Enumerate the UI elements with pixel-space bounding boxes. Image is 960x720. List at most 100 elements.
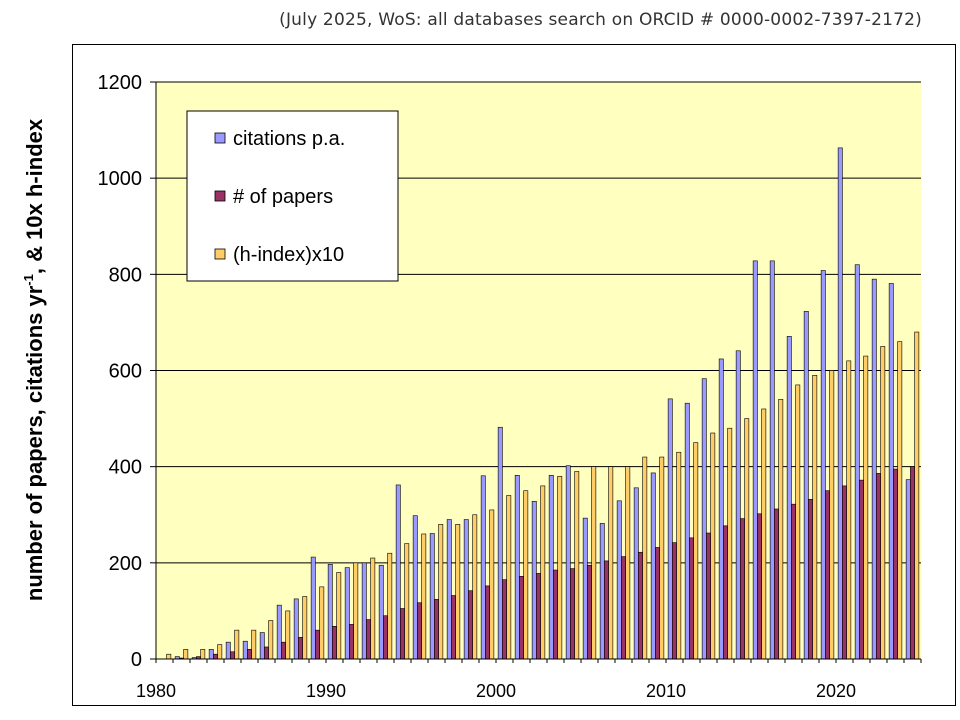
bar-papers [451,595,456,660]
bar-hindex [795,384,801,660]
bar-papers [536,573,541,660]
bar-hindex [625,466,631,660]
x-tick-label: 2010 [646,681,686,701]
bar-papers [791,503,796,660]
y-axis-label-tail: , & 10x h-index [22,118,47,274]
bar-papers [706,532,711,660]
bar-hindex [778,399,784,660]
bar-citations [769,260,775,660]
bar-citations [718,358,724,660]
bar-hindex [897,341,903,660]
bar-hindex [659,456,665,660]
bar-papers [638,551,643,660]
bar-hindex [761,408,767,660]
bar-papers [604,560,609,660]
bar-papers [774,508,779,660]
x-tick-label: 1990 [306,681,346,701]
bar-chart: 0 200 400 600 800 1000 1200 1980 1990 2000 2010 20… [98,72,922,701]
bar-citations [616,500,622,660]
bar-papers [417,602,422,660]
bar-hindex [234,629,240,660]
bar-papers [672,542,677,660]
y-tick-label: 800 [109,264,142,286]
bar-hindex [387,552,393,660]
bar-hindex [370,557,376,660]
y-tick-label: 200 [109,553,142,575]
bar-citations [327,563,333,660]
bar-papers [723,525,728,660]
bar-citations [820,270,826,660]
bar-hindex [166,653,172,660]
bar-hindex [727,427,733,660]
bar-citations [531,500,537,660]
bar-hindex [438,524,444,660]
search-note: (July 2025, WoS: all databases search on… [279,10,922,30]
bar-citations [259,632,265,660]
bar-papers [570,568,575,660]
legend-swatch-papers [214,190,226,202]
bar-hindex [353,562,359,660]
legend-swatch-citations [214,132,226,144]
bar-papers [825,490,830,660]
y-tick-labels: 0 200 400 600 800 1000 1200 [98,72,143,671]
bar-papers [366,619,371,660]
bar-citations [650,472,656,660]
legend-label-citations: citations p.a. [233,128,345,150]
bar-citations [310,556,316,660]
legend-swatch-hindex [214,248,226,260]
bar-citations [378,564,384,660]
legend: citations p.a. # of papers (h-index)x10 [186,110,399,282]
bar-citations [446,519,452,660]
bar-hindex [540,485,546,660]
bar-hindex [268,620,274,660]
bar-hindex [557,475,563,660]
bar-hindex [285,610,291,660]
y-tick-label: 400 [109,457,142,479]
bar-papers [910,466,915,660]
legend-label-papers: # of papers [233,186,333,208]
bar-citations [225,641,231,660]
bar-citations [276,604,282,660]
bar-hindex [863,355,869,660]
bar-citations [582,517,588,660]
y-tick-label: 1200 [98,72,143,94]
bar-hindex [693,442,699,660]
y-tick-label: 0 [131,649,142,671]
axes [155,82,922,663]
chart-frame: 0 200 400 600 800 1000 1200 1980 1990 2000 2010 20… [72,44,956,706]
bar-hindex [591,466,597,660]
bar-hindex [676,451,682,660]
y-axis-label-main: number of papers, citations yr [22,285,47,601]
bar-citations [463,519,469,660]
bar-citations [905,479,911,660]
bar-papers [247,649,252,660]
bar-hindex [472,514,478,660]
y-axis-label: number of papers, citations yr-1, & 10x … [21,118,47,601]
bar-hindex [455,524,461,660]
bar-citations [497,426,503,660]
bar-papers [740,518,745,660]
bar-papers [332,625,337,660]
bar-papers [859,479,864,660]
bar-hindex [183,649,189,660]
bar-citations [361,562,367,660]
bar-papers [485,585,490,660]
bar-citations [735,350,741,660]
bar-papers [264,646,269,660]
y-tick-label: 600 [109,361,142,383]
bar-papers [383,615,388,660]
bar-papers [281,641,286,660]
bar-papers [553,569,558,660]
bar-citations [599,523,605,660]
x-tick-labels: 1980 1990 2000 2010 2020 [136,681,856,701]
x-tick-label: 2020 [816,681,856,701]
bar-citations [786,336,792,660]
y-tick-label: 1000 [98,168,143,190]
bar-hindex [642,456,648,660]
bar-papers [434,599,439,660]
bar-hindex [404,543,410,660]
bar-citations [429,533,435,660]
bar-citations [633,487,639,660]
svg-text:number of papers, citations yr: number of papers, citations yr-1, & 10x … [21,118,47,601]
bar-hindex [608,466,614,660]
